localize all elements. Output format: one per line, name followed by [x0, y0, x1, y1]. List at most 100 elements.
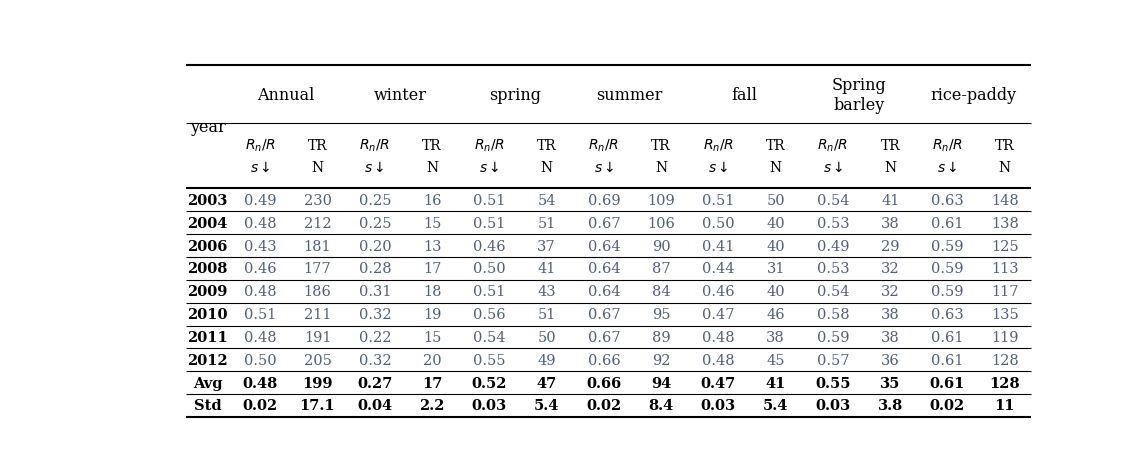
Text: 0.02: 0.02 — [586, 399, 622, 413]
Text: 125: 125 — [991, 239, 1019, 253]
Text: 230: 230 — [304, 193, 331, 208]
Text: 38: 38 — [881, 330, 899, 344]
Text: $s\downarrow$: $s\downarrow$ — [593, 160, 615, 175]
Text: 0.56: 0.56 — [473, 307, 506, 321]
Text: 0.67: 0.67 — [587, 330, 621, 344]
Text: 119: 119 — [991, 330, 1019, 344]
Text: 0.54: 0.54 — [473, 330, 506, 344]
Text: 0.32: 0.32 — [359, 307, 391, 321]
Text: 40: 40 — [766, 285, 785, 298]
Text: 0.28: 0.28 — [359, 262, 391, 276]
Text: 0.64: 0.64 — [587, 239, 621, 253]
Text: summer: summer — [596, 87, 663, 104]
Text: 2.2: 2.2 — [420, 399, 445, 413]
Text: TR: TR — [881, 139, 900, 152]
Text: 0.61: 0.61 — [931, 216, 963, 230]
Text: N: N — [426, 160, 438, 175]
Text: 36: 36 — [881, 353, 899, 367]
Text: $R_n/R$: $R_n/R$ — [244, 138, 275, 154]
Text: 2008: 2008 — [187, 262, 227, 276]
Text: 0.51: 0.51 — [474, 216, 506, 230]
Text: 51: 51 — [538, 307, 556, 321]
Text: 128: 128 — [991, 353, 1019, 367]
Text: 0.50: 0.50 — [473, 262, 506, 276]
Text: 13: 13 — [423, 239, 442, 253]
Text: 211: 211 — [304, 307, 331, 321]
Text: 5.4: 5.4 — [763, 399, 788, 413]
Text: $R_n/R$: $R_n/R$ — [359, 138, 390, 154]
Text: 90: 90 — [651, 239, 671, 253]
Text: 0.03: 0.03 — [471, 399, 507, 413]
Text: 0.64: 0.64 — [587, 262, 621, 276]
Text: 17.1: 17.1 — [299, 399, 335, 413]
Text: 31: 31 — [766, 262, 785, 276]
Text: 0.52: 0.52 — [471, 376, 507, 390]
Text: 2004: 2004 — [187, 216, 227, 230]
Text: 38: 38 — [766, 330, 785, 344]
Text: 0.48: 0.48 — [244, 216, 276, 230]
Text: 0.22: 0.22 — [359, 330, 391, 344]
Text: 191: 191 — [304, 330, 331, 344]
Text: 0.44: 0.44 — [702, 262, 735, 276]
Text: 0.48: 0.48 — [702, 330, 735, 344]
Text: 50: 50 — [537, 330, 556, 344]
Text: 0.32: 0.32 — [359, 353, 391, 367]
Text: 0.66: 0.66 — [586, 376, 622, 390]
Text: 87: 87 — [651, 262, 671, 276]
Text: spring: spring — [489, 87, 541, 104]
Text: 181: 181 — [304, 239, 331, 253]
Text: 15: 15 — [423, 216, 442, 230]
Text: 0.48: 0.48 — [702, 353, 735, 367]
Text: 0.25: 0.25 — [359, 216, 391, 230]
Text: 0.54: 0.54 — [817, 193, 849, 208]
Text: 0.02: 0.02 — [930, 399, 965, 413]
Text: Std: Std — [194, 399, 221, 413]
Text: 2003: 2003 — [187, 193, 227, 208]
Text: Annual: Annual — [257, 87, 314, 104]
Text: 41: 41 — [881, 193, 899, 208]
Text: N: N — [999, 160, 1011, 175]
Text: 0.61: 0.61 — [931, 353, 963, 367]
Text: 199: 199 — [303, 376, 333, 390]
Text: 40: 40 — [766, 216, 785, 230]
Text: 0.51: 0.51 — [474, 285, 506, 298]
Text: 148: 148 — [991, 193, 1019, 208]
Text: $s\downarrow$: $s\downarrow$ — [937, 160, 958, 175]
Text: 19: 19 — [423, 307, 442, 321]
Text: $R_n/R$: $R_n/R$ — [933, 138, 963, 154]
Text: 8.4: 8.4 — [648, 399, 673, 413]
Text: N: N — [770, 160, 782, 175]
Text: 2006: 2006 — [187, 239, 227, 253]
Text: TR: TR — [994, 139, 1015, 152]
Text: 0.03: 0.03 — [701, 399, 736, 413]
Text: 0.48: 0.48 — [244, 285, 276, 298]
Text: 94: 94 — [651, 376, 671, 390]
Text: 2012: 2012 — [187, 353, 228, 367]
Text: 0.59: 0.59 — [931, 285, 963, 298]
Text: $s\downarrow$: $s\downarrow$ — [479, 160, 500, 175]
Text: 135: 135 — [991, 307, 1019, 321]
Text: TR: TR — [537, 139, 556, 152]
Text: 113: 113 — [991, 262, 1019, 276]
Text: N: N — [655, 160, 668, 175]
Text: 0.66: 0.66 — [587, 353, 621, 367]
Text: 2009: 2009 — [187, 285, 227, 298]
Text: $s\downarrow$: $s\downarrow$ — [822, 160, 843, 175]
Text: 0.31: 0.31 — [359, 285, 391, 298]
Text: 50: 50 — [766, 193, 785, 208]
Text: 128: 128 — [990, 376, 1020, 390]
Text: 0.57: 0.57 — [817, 353, 849, 367]
Text: $R_n/R$: $R_n/R$ — [588, 138, 619, 154]
Text: 177: 177 — [304, 262, 331, 276]
Text: 0.69: 0.69 — [587, 193, 621, 208]
Text: 15: 15 — [423, 330, 442, 344]
Text: $R_n/R$: $R_n/R$ — [818, 138, 849, 154]
Text: 0.53: 0.53 — [817, 216, 849, 230]
Text: 0.43: 0.43 — [244, 239, 276, 253]
Text: 0.63: 0.63 — [931, 307, 963, 321]
Text: 89: 89 — [651, 330, 671, 344]
Text: 0.49: 0.49 — [244, 193, 276, 208]
Text: 117: 117 — [991, 285, 1019, 298]
Text: 205: 205 — [304, 353, 331, 367]
Text: 0.61: 0.61 — [930, 376, 965, 390]
